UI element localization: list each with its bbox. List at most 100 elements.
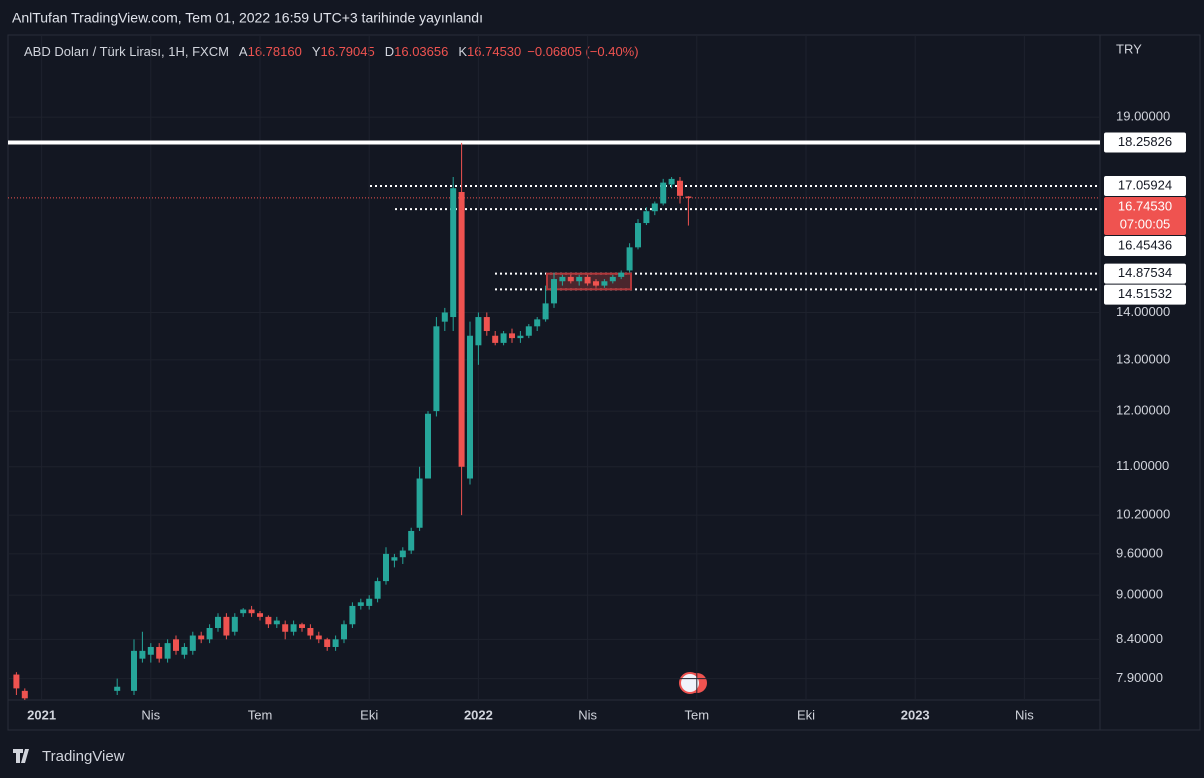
- candle-body: [198, 635, 205, 640]
- candle-body: [332, 639, 339, 647]
- candle-body: [131, 650, 137, 691]
- candle-body: [240, 609, 247, 614]
- candle-body: [114, 686, 121, 691]
- candle-body: [265, 616, 272, 625]
- candle-body: [635, 223, 641, 248]
- y-tick-label: 13.00000: [1116, 351, 1170, 366]
- level-label: 16.45436: [1118, 237, 1172, 252]
- currency: TRY: [1116, 41, 1142, 56]
- x-tick-label: 2023: [901, 707, 930, 722]
- y-tick-label: 14.00000: [1116, 304, 1170, 319]
- last-price-box: [1104, 197, 1186, 236]
- candle-body: [139, 650, 146, 659]
- level-label-box: [1104, 263, 1186, 284]
- candle-body: [383, 553, 389, 582]
- legend-value: 16.74530: [467, 44, 521, 59]
- level-label-box: [1104, 132, 1186, 153]
- y-tick-label: 12.00000: [1116, 403, 1170, 418]
- y-tick-label: 9.00000: [1116, 587, 1163, 602]
- candle-body: [282, 624, 289, 632]
- candle-body: [156, 646, 163, 659]
- candle-body: [391, 557, 398, 561]
- candle-body: [341, 624, 347, 640]
- candle-body: [542, 303, 549, 320]
- candle-body: [668, 178, 675, 185]
- candle-body: [517, 335, 524, 339]
- candle-body: [307, 627, 314, 636]
- plot-area: [8, 35, 1100, 700]
- candle-body: [164, 643, 171, 659]
- y-tick-label: 8.40000: [1116, 631, 1163, 646]
- candle-body: [483, 317, 490, 332]
- candle-body: [215, 616, 221, 628]
- candle-body: [408, 530, 415, 551]
- candle-body: [273, 620, 280, 625]
- candle-body: [231, 616, 238, 632]
- countdown-label: 07:00:05: [1120, 216, 1171, 231]
- candle-body: [660, 182, 667, 204]
- candle-body: [433, 326, 440, 412]
- candle-body: [223, 616, 230, 636]
- level-label-box: [1104, 236, 1186, 257]
- candle-body: [467, 335, 473, 479]
- y-tick-label: 11.00000: [1116, 458, 1169, 473]
- brand: TradingView: [42, 748, 125, 765]
- legend-value: 16.78160: [248, 44, 302, 59]
- x-tick-label: Nis: [578, 707, 597, 722]
- candle-body: [492, 335, 499, 343]
- level-label: 14.51532: [1118, 286, 1172, 301]
- candle-body: [357, 602, 364, 606]
- candle-body: [626, 247, 633, 271]
- candle-body: [458, 192, 465, 467]
- candle-body: [13, 674, 20, 689]
- candle-body: [618, 272, 625, 277]
- events-icon: [679, 672, 707, 694]
- y-tick-label: 10.20000: [1116, 507, 1170, 522]
- x-tick-label: Tem: [248, 707, 273, 722]
- x-tick-label: Nis: [141, 707, 160, 722]
- candle-body: [609, 276, 616, 282]
- x-tick-label: 2022: [464, 707, 493, 722]
- candle-body: [441, 312, 448, 322]
- candle-body: [551, 279, 557, 304]
- legend-change: −0.06805 (−0.40%): [527, 44, 638, 59]
- y-tick-label: 7.90000: [1116, 670, 1163, 685]
- candle-body: [21, 690, 28, 699]
- candle-body: [601, 281, 608, 286]
- level-label-box: [1104, 284, 1186, 305]
- x-tick-label: Eki: [360, 707, 378, 722]
- brand-logo: [13, 749, 29, 763]
- level-label: 17.05924: [1118, 177, 1172, 192]
- candle-body: [399, 550, 406, 558]
- candle-body: [567, 276, 574, 282]
- candle-body: [173, 639, 179, 651]
- candle-body: [299, 624, 305, 628]
- candle-body: [685, 196, 692, 198]
- candle-body: [643, 211, 650, 224]
- x-tick-label: 2021: [27, 707, 56, 722]
- candle-body: [290, 624, 297, 632]
- legend-label: Y: [312, 44, 321, 59]
- candle-body: [315, 635, 322, 640]
- legend-label: A: [239, 44, 248, 59]
- candle-body: [206, 627, 213, 640]
- candle-body: [248, 609, 255, 614]
- candle-body: [450, 188, 457, 318]
- level-label: 18.25826: [1118, 134, 1172, 149]
- candle-body: [366, 598, 373, 606]
- candle-body: [425, 413, 431, 479]
- candle-body: [576, 276, 583, 282]
- legend: ABD Doları / Türk Lirası, 1H, FXCM A16.78…: [24, 44, 639, 59]
- level-label-box: [1104, 176, 1186, 197]
- candle-body: [677, 180, 683, 196]
- candle-body: [147, 646, 154, 655]
- candle-body: [349, 605, 356, 625]
- x-tick-label: Tem: [685, 707, 710, 722]
- legend-label: D: [385, 44, 394, 59]
- candle-body: [651, 203, 658, 212]
- header-title: AnlTufan TradingView.com, Tem 01, 2022 1…: [12, 10, 483, 26]
- candle-body: [189, 635, 196, 651]
- legend-value: 16.79045: [321, 44, 375, 59]
- candle-body: [509, 333, 515, 339]
- candle-body: [584, 276, 591, 284]
